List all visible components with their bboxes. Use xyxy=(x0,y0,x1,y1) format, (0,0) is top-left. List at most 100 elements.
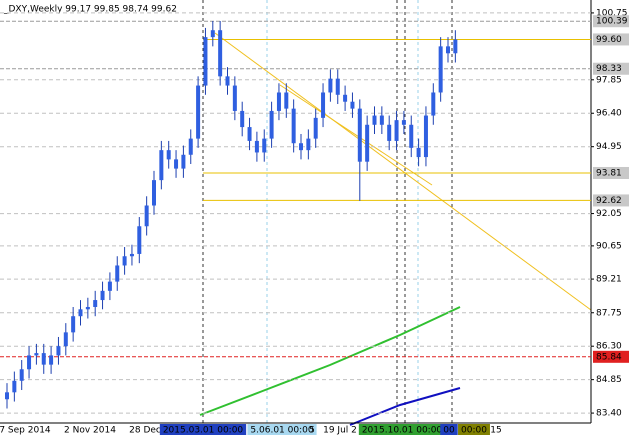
x-tick-label: 5.06.01 00:00 xyxy=(250,426,313,435)
candle-body xyxy=(247,127,252,141)
candle-body xyxy=(262,138,267,153)
candle-body xyxy=(240,110,245,128)
price-level-label: 93.81 xyxy=(596,168,622,178)
candle-body xyxy=(225,76,230,86)
candle-body xyxy=(328,78,333,93)
price-level-label: 85.84 xyxy=(596,352,622,362)
y-tick-label: 90.65 xyxy=(596,241,622,251)
candle-body xyxy=(181,154,186,169)
candle-body xyxy=(438,46,443,93)
decorations xyxy=(199,0,592,426)
candle-body xyxy=(365,124,370,162)
candle-body xyxy=(350,101,355,109)
candle-body xyxy=(431,92,436,116)
y-tick-label: 83.40 xyxy=(596,409,622,419)
price-level-label: 98.33 xyxy=(596,64,622,74)
price-level-label: 92.62 xyxy=(596,196,622,206)
y-tick-label: 86.30 xyxy=(596,342,622,352)
candle-body xyxy=(269,110,274,139)
x-label-box xyxy=(247,424,317,435)
price-level-box xyxy=(593,62,629,75)
x-label-box xyxy=(440,424,458,435)
candle-body xyxy=(254,140,259,153)
candle-body xyxy=(12,380,17,393)
candle-body xyxy=(203,37,208,86)
candle-body xyxy=(159,150,164,181)
moving-average xyxy=(349,387,461,426)
price-level-box xyxy=(593,15,629,28)
x-tick-label: 7 Sep 2014 xyxy=(0,426,51,435)
y-tick-label: 92.05 xyxy=(596,209,622,219)
price-level-label: 99.60 xyxy=(596,35,622,45)
price-level-label: 100.39 xyxy=(596,17,628,27)
candle-body xyxy=(394,120,399,141)
x-tick-label: 2015.03.01 00:00 xyxy=(163,426,244,435)
trend-line xyxy=(214,32,592,311)
candle-body xyxy=(19,369,24,381)
candle-body xyxy=(34,353,39,356)
x-tick-label: 2 Nov 2014 xyxy=(64,426,116,435)
candle-body xyxy=(218,30,223,77)
candle-body xyxy=(27,355,32,370)
candle-body xyxy=(453,39,458,54)
candle-body xyxy=(321,92,326,118)
candle-body xyxy=(152,180,156,206)
price-level-box xyxy=(593,33,629,46)
candle-body xyxy=(100,290,105,301)
candle-body xyxy=(343,94,348,102)
trend-line xyxy=(279,84,433,186)
candle-body xyxy=(107,281,112,291)
candle-body xyxy=(78,309,83,317)
candle-body xyxy=(401,120,406,125)
chart-header: _DXY,Weekly 99.17 99.85 98.74 99.62 xyxy=(3,5,177,15)
candle-body xyxy=(276,92,281,111)
candle-body xyxy=(41,353,46,365)
x-tick-label: 00 xyxy=(443,426,455,435)
candle-body xyxy=(409,124,414,148)
candle-body xyxy=(166,150,171,160)
candle-body xyxy=(56,346,61,356)
y-tick-label: 97.85 xyxy=(596,75,622,85)
candle-body xyxy=(188,138,193,155)
candle-body xyxy=(85,306,90,310)
y-tick-label: 87.75 xyxy=(596,308,622,318)
candle-body xyxy=(387,124,392,141)
candle-body xyxy=(357,108,362,162)
candle-body xyxy=(144,205,149,227)
x-tick-label: 28 Dec xyxy=(129,426,161,435)
candle-body xyxy=(137,226,142,254)
candle-body xyxy=(232,85,237,111)
x-tick-label: 2015.10.01 00:00 xyxy=(362,426,443,435)
candle-body xyxy=(174,159,179,169)
y-tick-label: 94.95 xyxy=(596,142,622,152)
x-tick-label: 5 xyxy=(309,426,315,435)
y-tick-label: 100.75 xyxy=(596,8,628,18)
candle-body xyxy=(284,92,289,109)
candle-body xyxy=(446,46,450,54)
candle-body xyxy=(5,392,9,400)
candle-body xyxy=(129,253,134,257)
candle-body xyxy=(63,332,68,347)
x-label-box xyxy=(358,424,446,435)
price-level-box xyxy=(593,194,629,207)
x-tick-label: 15 xyxy=(490,426,501,435)
candle-body xyxy=(313,117,318,139)
y-tick-label: 96.40 xyxy=(596,109,622,119)
candle-body xyxy=(306,138,311,151)
y-tick-label: 84.85 xyxy=(596,375,622,385)
candle-body xyxy=(210,30,215,38)
candle-body xyxy=(93,300,98,307)
x-label-box xyxy=(458,424,490,435)
candle-body xyxy=(49,355,54,365)
candle-body xyxy=(299,143,303,151)
candle-body xyxy=(379,115,384,125)
candle-body xyxy=(335,78,340,95)
x-tick-label: 19 Jul 2 xyxy=(323,426,357,435)
moving-average xyxy=(199,306,461,416)
candle-body xyxy=(291,108,296,144)
candle-body xyxy=(122,256,127,266)
price-level-box xyxy=(593,350,629,363)
candle-body xyxy=(115,265,120,282)
